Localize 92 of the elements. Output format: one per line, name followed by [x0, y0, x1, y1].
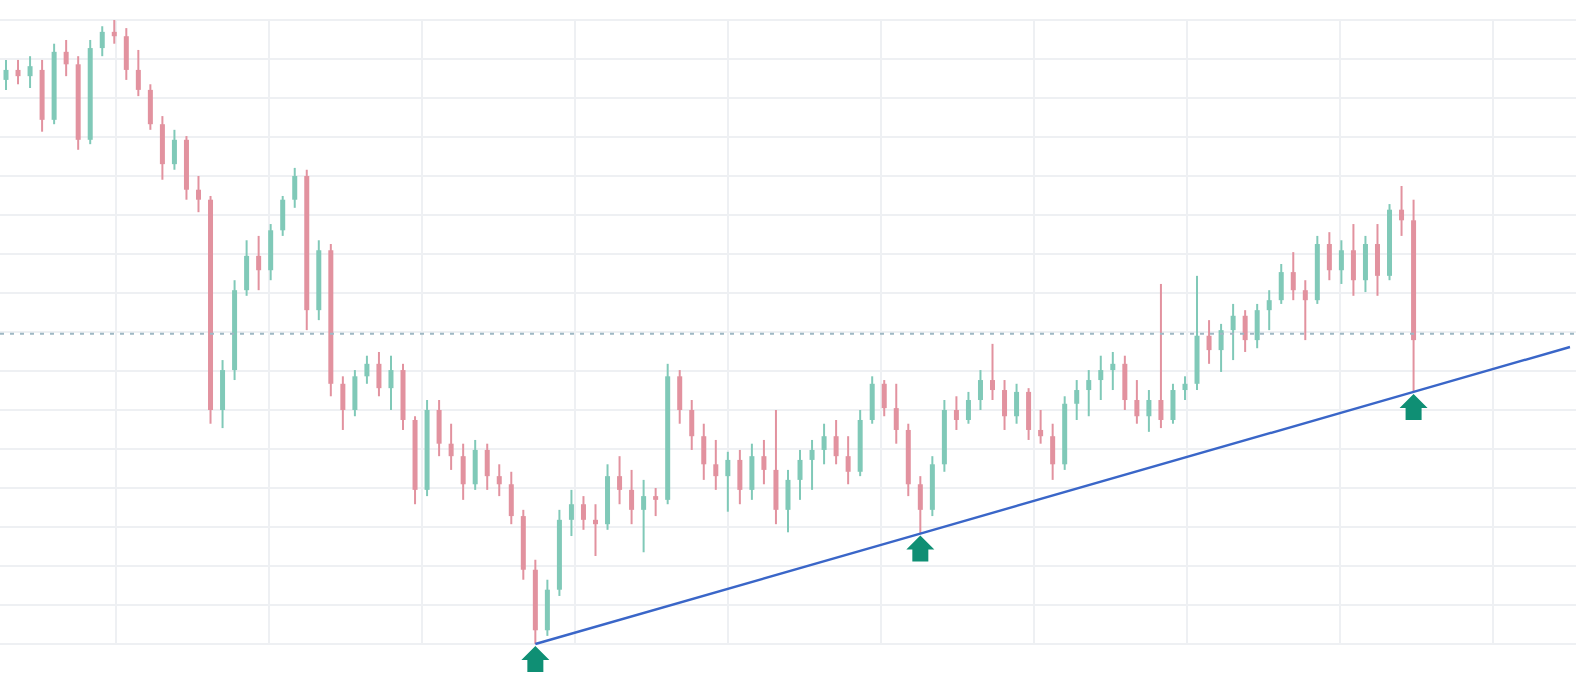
candlestick	[220, 359, 226, 430]
candlestick	[1170, 382, 1176, 425]
candlestick	[580, 495, 586, 531]
candlestick	[821, 422, 827, 466]
candlestick	[1026, 387, 1032, 441]
candlestick	[280, 194, 286, 237]
candlestick	[749, 442, 755, 501]
candlestick	[965, 390, 971, 425]
candlestick	[15, 58, 21, 86]
candlestick	[256, 234, 262, 292]
candlestick	[785, 468, 791, 534]
candlestick	[809, 438, 815, 491]
candlestick	[1350, 223, 1356, 297]
candlestick	[292, 166, 298, 209]
candlestick	[496, 463, 502, 498]
candlestick	[1050, 422, 1056, 481]
candlestick	[1266, 289, 1272, 332]
candlestick	[159, 115, 165, 181]
candlestick	[1182, 375, 1188, 402]
candlestick	[1290, 251, 1296, 302]
candlestick	[617, 455, 623, 506]
candlestick	[1158, 282, 1164, 430]
candlestick	[123, 27, 129, 81]
candlestick	[845, 435, 851, 486]
candlestick	[99, 25, 105, 58]
candlestick	[773, 409, 779, 526]
candlestick	[990, 342, 995, 402]
candlestick	[364, 354, 370, 385]
candlestick	[244, 239, 250, 297]
candlestick	[1374, 223, 1380, 297]
candlestick	[436, 399, 442, 458]
candlestick	[147, 83, 153, 131]
candlestick	[135, 48, 141, 98]
candlestick	[1122, 354, 1128, 411]
candlestick	[1218, 322, 1224, 373]
candlestick	[1134, 379, 1140, 425]
candlestick	[448, 422, 454, 471]
candlestick	[1002, 379, 1008, 431]
candlestick	[833, 418, 839, 466]
candlestick	[725, 450, 731, 513]
candlestick	[1254, 302, 1260, 350]
candlestick	[761, 438, 767, 486]
candlestick	[1110, 350, 1116, 392]
candlestick	[893, 382, 899, 445]
candlestick	[701, 422, 707, 481]
candlestick	[388, 354, 394, 411]
candlestick	[1338, 239, 1344, 285]
candlestick	[1206, 319, 1212, 365]
candlestick	[737, 448, 743, 506]
candlestick	[3, 58, 9, 91]
candlestick	[677, 369, 683, 425]
candlestick	[653, 487, 659, 518]
candlestick	[1278, 262, 1284, 305]
candlestick	[27, 55, 33, 90]
candlestick	[1242, 309, 1248, 353]
candlestick	[629, 468, 635, 526]
candlestick	[63, 38, 69, 78]
candlestick	[472, 438, 478, 491]
candlestick	[1038, 409, 1044, 445]
candlestick	[1086, 369, 1092, 418]
candlestick	[268, 223, 274, 282]
candlestick	[641, 478, 647, 554]
candlestick	[797, 448, 803, 501]
candlestick	[1230, 302, 1236, 362]
candlestick	[544, 578, 550, 637]
candlestick	[111, 19, 117, 45]
candlestick	[484, 442, 490, 491]
candlestick	[713, 438, 719, 491]
candlestick	[1302, 279, 1308, 342]
candlestick	[1074, 379, 1080, 421]
candlestick	[977, 369, 983, 411]
candlestick	[953, 395, 959, 431]
candlestick	[352, 369, 358, 418]
candlestick	[1098, 354, 1104, 402]
candlestick	[1362, 234, 1368, 294]
candlestick	[917, 475, 923, 535]
candlestick	[171, 128, 177, 171]
candlestick	[508, 470, 514, 526]
candlestick	[1146, 389, 1152, 433]
candlestick	[593, 503, 598, 558]
candlestick	[1326, 231, 1332, 282]
candlestick	[869, 375, 875, 425]
candlestick	[568, 488, 574, 538]
candlestick	[929, 455, 935, 518]
candlestick	[460, 442, 466, 501]
candlestick	[376, 350, 382, 398]
candlestick	[1014, 382, 1020, 425]
candlestick	[195, 175, 201, 214]
candlestick	[689, 399, 695, 451]
candlestick	[340, 375, 346, 431]
candlestick	[1399, 184, 1405, 237]
candlestick	[881, 379, 887, 418]
